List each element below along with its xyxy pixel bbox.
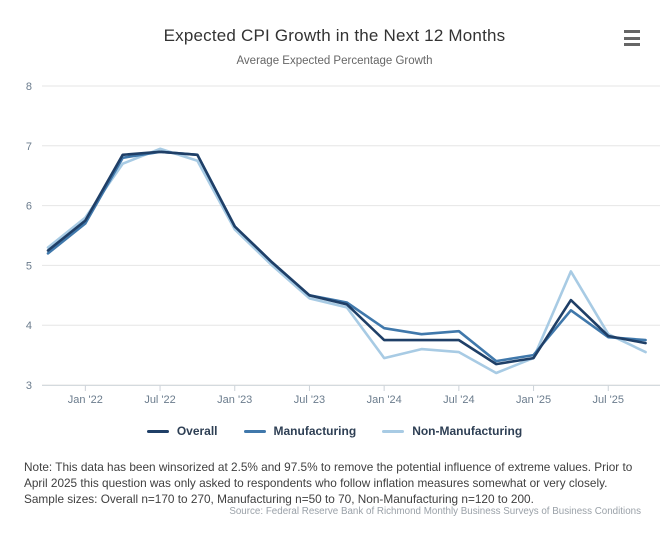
legend-swatch-non-manufacturing xyxy=(382,429,405,433)
x-axis-label: Jan '23 xyxy=(217,394,252,406)
legend-label-overall: Overall xyxy=(176,424,218,438)
legend-swatch-manufacturing xyxy=(243,429,266,433)
series-line-manufacturing xyxy=(46,150,647,363)
y-axis-label: 7 xyxy=(26,141,32,153)
x-axis-label: Jan '25 xyxy=(516,394,551,406)
x-axis-label: Jul '25 xyxy=(593,394,624,406)
series-line-overall xyxy=(46,150,647,366)
series-line-non-manufacturing xyxy=(46,147,647,375)
chart-context-menu-button[interactable] xyxy=(620,27,644,49)
chart-source: Source: Federal Reserve Bank of Richmond… xyxy=(229,506,641,517)
legend-swatch-overall xyxy=(146,429,169,433)
x-axis-label: Jul '24 xyxy=(443,394,474,406)
y-axis-label: 3 xyxy=(26,380,32,392)
chart-legend: Overall Manufacturing Non-Manufacturing xyxy=(0,424,669,438)
chart-title: Expected CPI Growth in the Next 12 Month… xyxy=(163,26,506,45)
chart-subtitle: Average Expected Percentage Growth xyxy=(236,55,433,67)
legend-item-non-manufacturing[interactable]: Non-Manufacturing xyxy=(382,424,522,438)
x-axis-label: Jul '23 xyxy=(294,394,325,406)
y-axis-label: 4 xyxy=(26,320,32,332)
y-axis-label: 6 xyxy=(26,201,32,213)
y-axis-label: 5 xyxy=(26,260,32,272)
legend-label-manufacturing: Manufacturing xyxy=(273,424,357,438)
x-axis-label: Jan '22 xyxy=(68,394,103,406)
legend-item-overall[interactable]: Overall xyxy=(146,424,218,438)
hamburger-icon xyxy=(624,30,640,33)
y-axis-label: 8 xyxy=(26,81,32,93)
chart-footnote: Note: This data has been winsorized at 2… xyxy=(24,460,633,506)
legend-item-manufacturing[interactable]: Manufacturing xyxy=(243,424,357,438)
x-axis-label: Jul '22 xyxy=(144,394,175,406)
x-axis-label: Jan '24 xyxy=(367,394,402,406)
plot-area: 3 4 5 6 7 8 Jan '22 Jul '22 Jan '23 Jul '23 Jan '2… xyxy=(26,81,660,406)
legend-label-non-manufacturing: Non-Manufacturing xyxy=(412,424,523,438)
